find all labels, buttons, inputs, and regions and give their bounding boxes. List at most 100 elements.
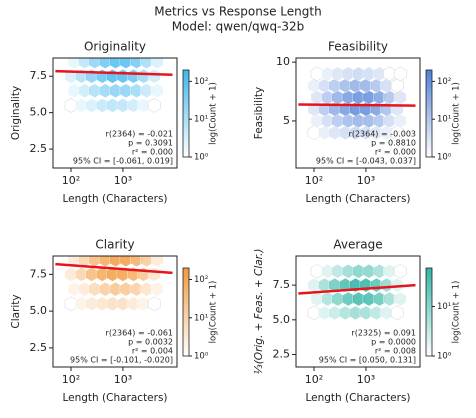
colorbar-tick-label: 10¹ [194, 115, 208, 125]
stat-annotation: 95% CI = [-0.043, 0.037] [316, 157, 416, 166]
hexbin [359, 305, 373, 321]
colorbar-tick-label: 10¹ [437, 302, 451, 312]
hexbin [359, 78, 373, 93]
stat-annotation: r(2364) = -0.003 [349, 130, 416, 139]
plot-area [55, 58, 173, 113]
colorbar-label: log(Count + 1) [209, 82, 219, 145]
hexbin [362, 263, 376, 279]
hexbin [119, 83, 133, 99]
stat-annotation: p = 0.0000 [371, 338, 416, 347]
y-axis-label: Originality [10, 86, 22, 140]
x-axis-label: Length (Characters) [62, 193, 167, 205]
plot-area [55, 256, 173, 312]
x-tick-label: 10³ [114, 174, 132, 187]
y-tick-label: 5.0 [30, 304, 48, 317]
hexbin [362, 113, 376, 129]
y-tick-label: 5 [283, 114, 290, 127]
hexbin [310, 90, 324, 105]
stat-annotation: p = 0.3091 [128, 139, 173, 148]
hexbin [310, 66, 324, 82]
colorbar-tick-label: 10¹ [437, 115, 451, 125]
x-tick-label: 10² [62, 373, 80, 386]
colorbar [182, 69, 190, 158]
subplot-title: Feasibility [328, 40, 388, 54]
hexbin [147, 267, 161, 282]
hexbin [150, 83, 164, 99]
colorbar [425, 267, 433, 357]
colorbar-tick-label: 10⁰ [437, 352, 452, 362]
y-tick-label: 2.5 [30, 341, 48, 354]
plot-area [298, 66, 416, 141]
subplot-title: Clarity [95, 238, 134, 252]
hexbin [150, 58, 164, 69]
plot-area [298, 263, 416, 321]
hexbin [331, 113, 345, 129]
hexbin [310, 113, 324, 129]
hexbin [85, 296, 98, 312]
hexbin [390, 125, 404, 141]
hexbin [85, 267, 98, 282]
hexbin [150, 281, 164, 297]
y-tick-label: 5.0 [30, 106, 48, 119]
hexbin [67, 58, 81, 69]
x-tick-label: 10² [305, 174, 323, 187]
regression-line [298, 283, 416, 295]
y-tick-label: 5.0 [273, 313, 291, 326]
x-axis-label: Length (Characters) [62, 392, 167, 404]
y-axis-label: Feasibility [253, 87, 265, 140]
hexbin [67, 281, 81, 297]
hexbin [310, 291, 324, 307]
y-tick-label: 2.5 [273, 348, 291, 361]
y-tick-label: 7.5 [273, 278, 291, 291]
hexbin [362, 291, 376, 307]
colorbar [182, 267, 190, 357]
stat-annotation: 95% CI = [-0.061, 0.019] [73, 157, 173, 166]
x-tick-label: 10² [305, 373, 323, 386]
hexbin [331, 291, 345, 307]
subplot-title: Average [333, 238, 382, 252]
figure-title: Metrics vs Response Length [154, 5, 321, 19]
stat-annotation: r(2364) = -0.061 [106, 329, 173, 338]
stat-annotation: r² = 0.000 [132, 148, 173, 157]
colorbar-label: log(Count + 1) [452, 281, 462, 344]
hexbin [119, 281, 133, 297]
y-axis-label: ⅓(Orig. + Feas. + Clar.) [253, 249, 265, 375]
x-axis-label: Length (Characters) [305, 193, 410, 205]
hexbin [116, 98, 130, 113]
hexbin [88, 281, 101, 297]
colorbar [425, 69, 433, 158]
y-tick-label: 7.5 [30, 69, 48, 82]
stat-annotation: r(2364) = -0.021 [106, 130, 173, 139]
regression-line [298, 103, 416, 107]
colorbar-label: log(Count + 1) [209, 281, 219, 344]
hexbin [116, 68, 130, 84]
hexbin [119, 58, 133, 69]
hexbin [328, 125, 342, 141]
hexbin [147, 98, 161, 113]
hexbin [88, 58, 101, 69]
colorbar-tick-label: 10⁰ [194, 352, 209, 362]
hexbin [328, 305, 342, 321]
colorbar-tick-label: 10⁰ [194, 153, 209, 163]
colorbar-tick-label: 10¹ [194, 313, 208, 323]
hexbin [362, 66, 376, 82]
hexbin [147, 68, 161, 84]
x-tick-label: 10² [62, 174, 80, 187]
hexbin [393, 291, 407, 307]
hexbin [119, 256, 133, 268]
hexbin [390, 78, 404, 93]
stat-annotation: 95% CI = [-0.101, -0.020] [70, 356, 173, 365]
hexbin [147, 296, 161, 312]
stat-annotation: p = 0.8810 [371, 139, 416, 148]
hexbin [390, 305, 404, 321]
subplot-title: Originality [84, 40, 146, 54]
hexbin [393, 113, 407, 129]
stat-annotation: r(2325) = 0.091 [351, 329, 416, 338]
x-tick-label: 10³ [357, 174, 375, 187]
hexbin [85, 98, 98, 113]
stat-annotation: 95% CI = [0.050, 0.131] [319, 356, 416, 365]
y-tick-label: 7.5 [30, 267, 48, 280]
hexbin [67, 83, 81, 99]
regression-line [55, 69, 173, 77]
